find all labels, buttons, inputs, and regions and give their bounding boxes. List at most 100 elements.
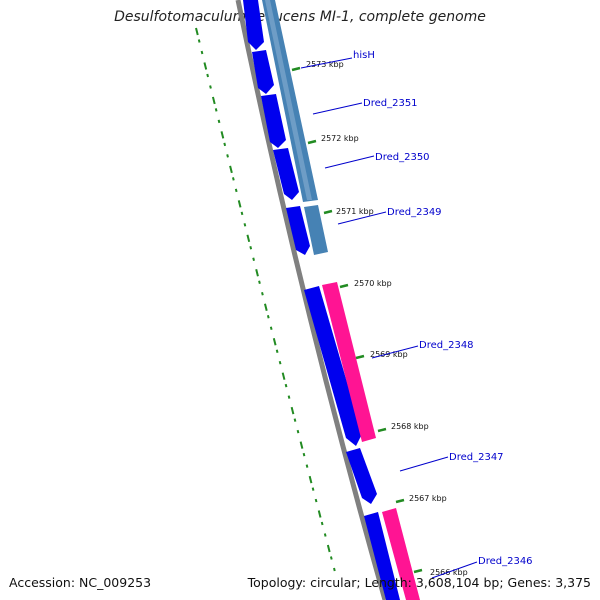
gc-skew-mark <box>263 303 268 311</box>
tick-mark <box>355 354 365 360</box>
gc-skew-mark <box>217 119 221 124</box>
gc-skew-mark <box>209 85 212 89</box>
cds-arrow <box>286 206 310 255</box>
tick-label: 2571 kbp <box>336 207 374 216</box>
gc-skew-mark <box>305 464 309 468</box>
cds-arrow <box>252 50 274 94</box>
genome-title: Desulfotomaculum reducens MI-1, complete… <box>114 9 486 25</box>
tick-label: 2573 kbp <box>306 60 344 69</box>
gc-skew-mark <box>214 108 218 112</box>
gc-skew-mark <box>258 280 261 285</box>
gc-skew-mark <box>290 406 295 415</box>
gc-skew-mark <box>333 567 336 572</box>
tick-label: 2572 kbp <box>321 134 359 143</box>
tick-label: 2569 kbp <box>370 350 408 359</box>
gc-skew-mark <box>223 142 227 147</box>
gc-skew-mark <box>296 429 300 434</box>
steelblue-feature <box>304 205 328 255</box>
accession-label: Accession: NC_009253 <box>9 575 152 590</box>
gc-skew-mark <box>278 360 282 365</box>
gc-skew-mark <box>329 556 333 560</box>
gene-label: Dred_2351 <box>363 98 418 109</box>
tick-mark <box>339 283 349 289</box>
tick-label: 2567 kbp <box>409 494 447 503</box>
tick-mark <box>395 498 405 504</box>
gc-skew-mark <box>284 383 288 388</box>
gene-leader-line <box>337 211 387 225</box>
gc-skew-mark <box>240 211 244 216</box>
gc-skew-mark <box>266 314 270 319</box>
backbone-circle <box>235 0 388 600</box>
pink-feature <box>322 282 376 442</box>
gc-skew-mark <box>293 418 297 422</box>
tick-label: 2568 kbp <box>391 422 429 431</box>
tick-mark <box>291 66 301 72</box>
gc-skew-mark <box>320 521 324 526</box>
gc-skew-mark <box>203 62 208 70</box>
forward-strand-track <box>243 0 400 600</box>
gene-label: Dred_2346 <box>478 556 533 567</box>
gc-skew-mark <box>323 533 327 537</box>
cds-arrow <box>261 94 286 148</box>
gene-leader-line <box>300 57 353 69</box>
gc-skew-mark <box>243 223 247 227</box>
tick-mark <box>323 209 333 215</box>
gene-leader-line <box>324 155 375 169</box>
cds-arrow <box>273 148 299 200</box>
feature-track-outer <box>262 0 328 255</box>
gene-label: Dred_2349 <box>387 207 442 218</box>
gc-skew-mark <box>231 177 235 181</box>
cds-arrow <box>346 448 377 504</box>
pink-feature-track <box>322 282 420 600</box>
gc-skew-mark <box>326 544 331 553</box>
gc-skew-mark <box>317 510 322 518</box>
gc-skew-mark <box>249 246 253 250</box>
cds-arrow <box>243 0 264 50</box>
gene-labels: hisH Dred_2351 Dred_2350 Dred_2349 Dred_2348… <box>300 50 533 579</box>
gc-skew-mark <box>308 475 313 484</box>
cds-arrow <box>304 286 362 446</box>
gene-leader-line <box>371 345 419 359</box>
cds-arrow <box>364 512 400 600</box>
gc-skew-mark <box>252 257 255 262</box>
gc-skew-mark <box>261 292 264 296</box>
gene-label: Dred_2348 <box>419 340 474 351</box>
tick-mark <box>377 427 387 433</box>
gc-skew-mark <box>220 131 225 139</box>
gc-skew-mark <box>299 441 304 449</box>
gc-skew-mark <box>314 498 318 503</box>
gene-leader-line <box>399 456 449 472</box>
gene-label: Dred_2347 <box>449 452 504 463</box>
pink-feature <box>382 508 420 600</box>
gc-skew-mark <box>197 39 201 43</box>
gene-label: Dred_2350 <box>375 152 430 163</box>
gc-skew-mark <box>272 337 277 346</box>
gc-skew-mark <box>311 487 315 491</box>
gc-skew-mark <box>287 395 291 399</box>
gc-skew-mark <box>237 200 242 208</box>
gc-skew-mark <box>229 165 233 174</box>
gc-skew-mark <box>302 452 306 457</box>
tick-mark <box>307 139 317 145</box>
gc-skew-mark <box>269 326 273 330</box>
topology-label: Topology: circular; Length: 3,608,104 bp… <box>247 575 591 590</box>
gc-skew-mark <box>281 372 286 380</box>
gc-skew-mark <box>195 27 199 36</box>
gc-skew-mark <box>200 50 204 55</box>
tick-mark <box>413 568 423 574</box>
steelblue-highlight <box>265 0 312 200</box>
gc-skew-track <box>195 27 336 572</box>
gene-leader-line <box>431 561 478 579</box>
gc-skew-mark <box>211 96 216 105</box>
gc-skew-mark <box>255 269 259 277</box>
gc-skew-mark <box>206 73 209 78</box>
tick-label: 2570 kbp <box>354 279 392 288</box>
gene-leader-line <box>312 102 363 115</box>
gc-skew-mark <box>275 349 279 353</box>
gc-skew-mark <box>234 188 238 193</box>
gc-skew-mark <box>226 154 229 158</box>
gc-skew-mark <box>246 234 251 243</box>
gene-label: hisH <box>353 50 375 61</box>
